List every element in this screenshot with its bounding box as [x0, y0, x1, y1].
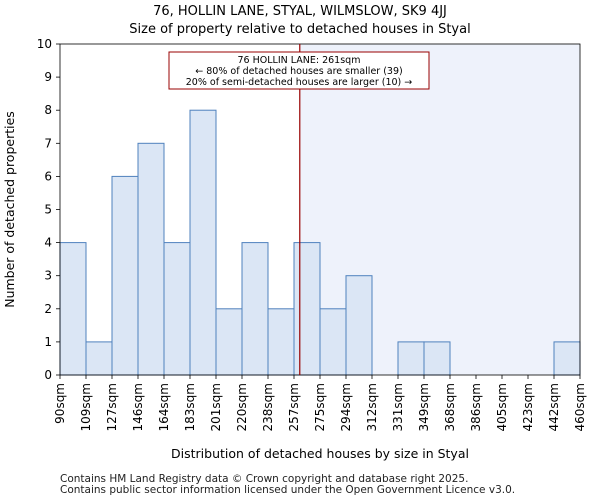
x-tick-label: 442sqm [547, 383, 561, 431]
x-tick-label: 183sqm [183, 383, 197, 431]
histogram-bar [137, 142, 165, 376]
y-tick-label: 8 [44, 103, 52, 117]
histogram-bar [85, 341, 113, 376]
histogram-bar [423, 341, 451, 376]
y-tick-label: 1 [44, 335, 52, 349]
x-tick-label: 201sqm [209, 383, 223, 431]
x-tick-label: 164sqm [157, 383, 171, 431]
y-tick-label: 10 [37, 37, 52, 51]
x-tick-label: 386sqm [469, 383, 483, 431]
y-tick-label: 6 [44, 169, 52, 183]
x-tick-label: 294sqm [339, 383, 353, 431]
x-tick-label: 238sqm [261, 383, 275, 431]
y-axis-label: Number of detached properties [2, 111, 17, 308]
x-tick-label: 257sqm [287, 383, 301, 431]
histogram-bar [241, 242, 269, 376]
y-tick-label: 7 [44, 136, 52, 150]
chart-subtitle: Size of property relative to detached ho… [129, 22, 471, 37]
x-tick-label: 127sqm [105, 383, 119, 431]
histogram-bar [397, 341, 425, 376]
x-tick-label: 368sqm [443, 383, 457, 431]
histogram-bar [215, 308, 243, 376]
histogram-bar [111, 175, 139, 376]
x-tick-label: 312sqm [365, 383, 379, 431]
x-tick-label: 146sqm [131, 383, 145, 431]
histogram-bar [345, 275, 373, 376]
x-tick-label: 90sqm [53, 383, 67, 424]
x-tick-label: 423sqm [521, 383, 535, 431]
chart-title: 76, HOLLIN LANE, STYAL, WILMSLOW, SK9 4J… [153, 4, 447, 19]
footer-copyright: Contains HM Land Registry data © Crown c… [60, 473, 469, 485]
y-tick-label: 0 [44, 368, 52, 382]
x-axis-label: Distribution of detached houses by size … [171, 446, 469, 461]
x-tick-label: 349sqm [417, 383, 431, 431]
histogram-bar [293, 242, 321, 376]
x-tick-label: 275sqm [313, 383, 327, 431]
histogram-bar [163, 242, 191, 376]
annotation-box [168, 51, 430, 90]
y-tick-label: 2 [44, 302, 52, 316]
annotation-line-2: ← 80% of detached houses are smaller (39… [195, 66, 402, 77]
x-tick-label: 220sqm [235, 383, 249, 431]
y-tick-label: 5 [44, 203, 52, 217]
x-tick-label: 109sqm [79, 383, 93, 431]
histogram-bar [59, 242, 87, 376]
y-tick-label: 3 [44, 269, 52, 283]
x-tick-label: 460sqm [573, 383, 587, 431]
y-tick-label: 9 [44, 70, 52, 84]
histogram-bar [267, 308, 295, 376]
annotation-line-3: 20% of semi-detached houses are larger (… [186, 77, 413, 88]
histogram-bar [553, 341, 581, 376]
x-tick-label: 331sqm [391, 383, 405, 431]
histogram-bar [319, 308, 347, 376]
y-tick-label: 4 [44, 236, 52, 250]
annotation-line-1: 76 HOLLIN LANE: 261sqm [238, 55, 361, 66]
histogram-bar [189, 109, 217, 376]
footer-licence: Contains public sector information licen… [60, 484, 516, 496]
x-tick-label: 405sqm [495, 383, 509, 431]
